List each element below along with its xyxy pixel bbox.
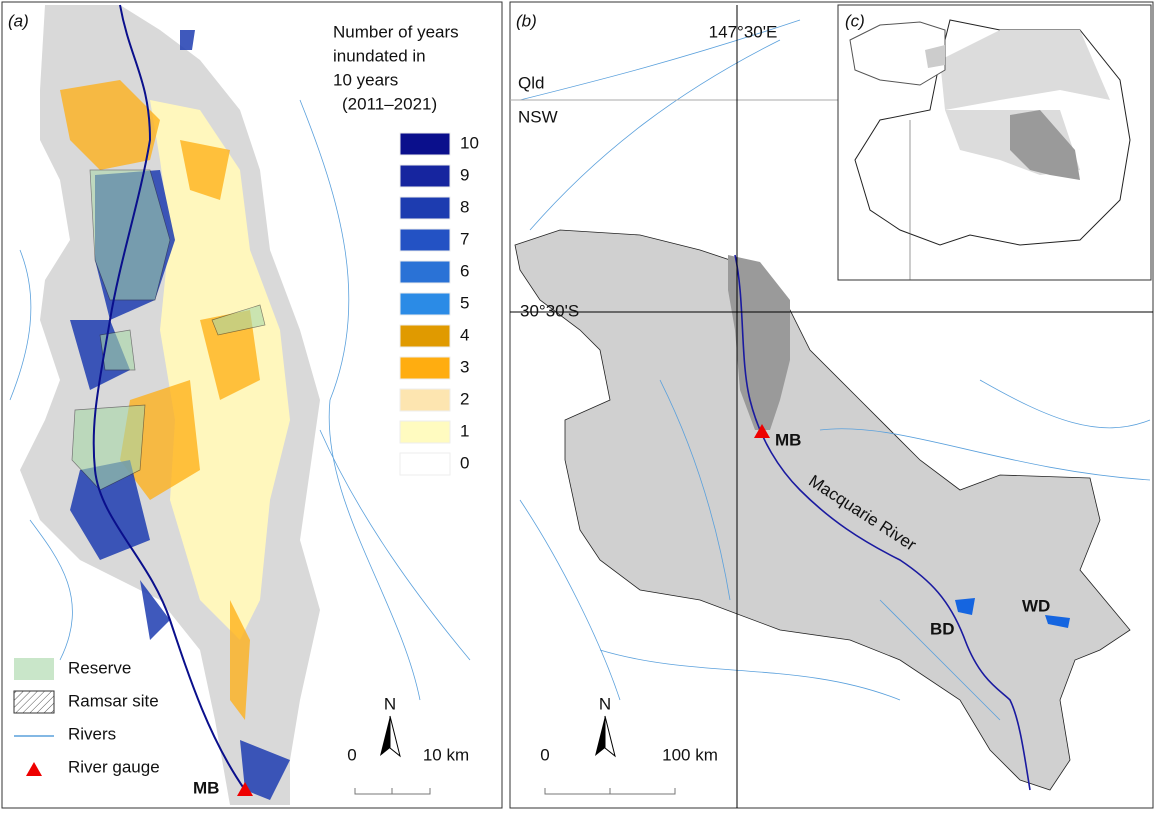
australia [849, 21, 946, 86]
scale-bar [354, 788, 431, 795]
legend-swatch [399, 324, 451, 348]
legend-value: 9 [460, 165, 469, 184]
gauge [754, 424, 770, 438]
north-label: N [384, 694, 396, 713]
scale-label: 10 km [423, 745, 469, 764]
ramsar-swatch [13, 690, 55, 714]
legend-swatch [399, 292, 451, 316]
scale-bar [544, 788, 676, 795]
legend-value: 6 [460, 261, 469, 280]
dams [955, 598, 1070, 628]
legend-swatch [399, 196, 451, 220]
legend-swatch [399, 388, 451, 412]
key-label: Rivers [68, 724, 116, 743]
legend-swatch [399, 228, 451, 252]
north-arrow [604, 715, 616, 758]
macquarie-river [734, 254, 1031, 791]
panel-label: (c) [845, 11, 865, 30]
australia-mdb [925, 45, 945, 68]
marshes [728, 255, 790, 430]
dam-label: BD [930, 619, 955, 638]
legend-swatch [399, 356, 451, 380]
legend-value: 4 [460, 325, 469, 344]
latitude-label: 30°30'S [520, 301, 579, 320]
legend-swatch [399, 420, 451, 444]
key-label: Ramsar site [68, 691, 159, 710]
longitude-label: 147°30'E [709, 22, 778, 41]
gauge-label: MB [775, 430, 801, 449]
north-arrow [380, 716, 390, 756]
legend-title: 10 years [333, 70, 398, 89]
legend-value: 0 [460, 453, 469, 472]
reserve-swatch [14, 658, 54, 680]
legend-value: 8 [460, 197, 469, 216]
legend-swatch [399, 132, 451, 156]
gauge [237, 782, 253, 796]
legend-swatch [399, 164, 451, 188]
reserve-area [89, 169, 171, 301]
north-arrow [595, 716, 605, 756]
panel-label: (b) [516, 11, 537, 30]
legend-value: 10 [460, 133, 479, 152]
panel-label: (a) [8, 11, 29, 30]
river [92, 4, 246, 791]
key-label: Reserve [68, 658, 131, 677]
scale-label: 0 [347, 745, 356, 764]
north-arrow [389, 715, 401, 758]
legend-title: Number of years [333, 22, 459, 41]
legend-title: inundated in [333, 46, 426, 65]
state-label: Qld [518, 73, 544, 92]
dam-label: WD [1022, 596, 1050, 615]
scale-label: 100 km [662, 745, 718, 764]
key-label: River gauge [68, 757, 160, 776]
legend-value: 1 [460, 421, 469, 440]
state-label: NSW [518, 107, 558, 126]
legend-swatch [399, 260, 451, 284]
gauge-swatch [26, 762, 42, 776]
legend-value: 7 [460, 229, 469, 248]
rivers [9, 99, 471, 701]
inundation-3 [60, 80, 260, 720]
legend-value: 3 [460, 357, 469, 376]
basin [940, 30, 1110, 175]
legend-value: 2 [460, 389, 469, 408]
north-label: N [599, 694, 611, 713]
macquarie-catchment [1010, 110, 1080, 180]
legend-value: 5 [460, 293, 469, 312]
gauge-label: MB [193, 778, 219, 797]
rivers [519, 19, 1151, 721]
scale-label: 0 [540, 745, 549, 764]
legend-swatch [399, 452, 451, 476]
legend-title: (2011–2021) [342, 94, 437, 113]
